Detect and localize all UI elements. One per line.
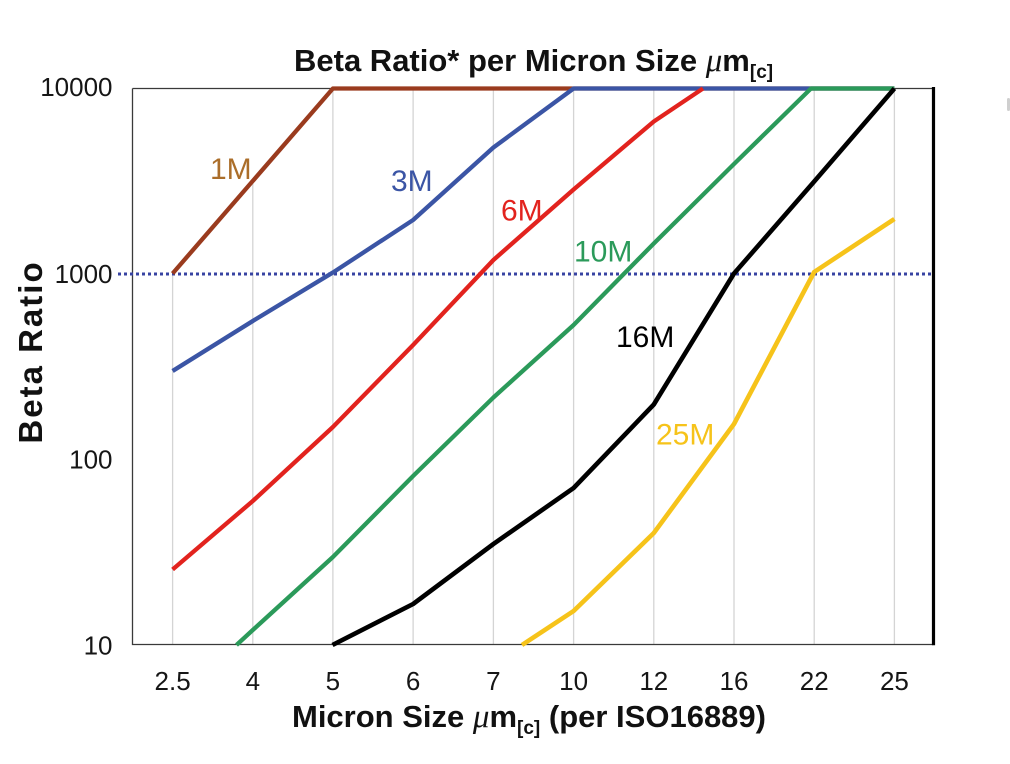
svg-text:10M: 10M: [574, 236, 632, 269]
svg-text:16M: 16M: [616, 321, 674, 354]
svg-text:25M: 25M: [656, 419, 714, 452]
svg-text:16: 16: [720, 666, 749, 696]
svg-text:7: 7: [486, 666, 500, 696]
svg-text:1M: 1M: [210, 153, 252, 186]
svg-text:6: 6: [406, 666, 420, 696]
svg-text:5: 5: [326, 666, 340, 696]
svg-text:12: 12: [639, 666, 668, 696]
svg-text:10: 10: [559, 666, 588, 696]
svg-text:Beta Ratio* per Micron Size μm: Beta Ratio* per Micron Size μm[c]: [294, 43, 773, 83]
svg-text:100: 100: [69, 444, 112, 474]
svg-text:2.5: 2.5: [155, 666, 191, 696]
svg-text:1000: 1000: [55, 259, 113, 289]
svg-text:10000: 10000: [40, 72, 112, 102]
svg-text:22: 22: [800, 666, 829, 696]
svg-text:3M: 3M: [391, 165, 433, 198]
svg-text:Beta Ratio: Beta Ratio: [12, 260, 49, 443]
svg-text:4: 4: [246, 666, 260, 696]
svg-text:6M: 6M: [501, 195, 543, 228]
svg-text:25: 25: [880, 666, 909, 696]
svg-text:10: 10: [84, 630, 113, 660]
